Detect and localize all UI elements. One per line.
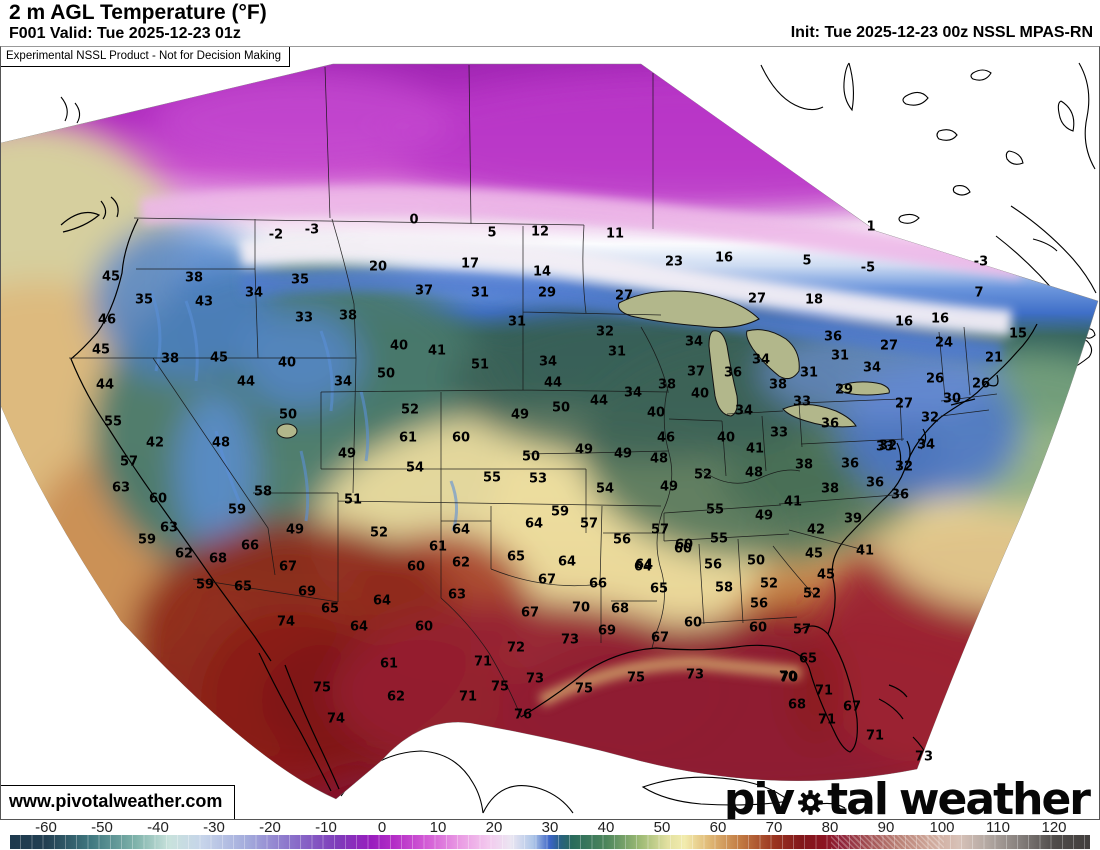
mountain-streaks bbox=[149, 290, 458, 532]
colorbar-tick: 10 bbox=[429, 819, 447, 836]
colorbar-tick: 60 bbox=[709, 819, 727, 836]
colorbar-tick: 50 bbox=[653, 819, 671, 836]
colorbar-tick: -50 bbox=[91, 819, 113, 836]
map-art bbox=[1, 62, 1099, 814]
colorbar-tick: 110 bbox=[986, 819, 1010, 836]
colorbar-tick: 120 bbox=[1041, 819, 1067, 836]
colorbar-tick: 80 bbox=[821, 819, 839, 836]
state-borders bbox=[69, 64, 998, 718]
map-canvas: -2 -3 0 5 12 11 1 23 16 5 -5 -3 7 27 18 16 16 45 35 46 45 38 4… bbox=[0, 46, 1100, 820]
colorbar-tick: -10 bbox=[315, 819, 337, 836]
gear-icon bbox=[798, 790, 823, 815]
logo-part2: tal bbox=[827, 774, 889, 820]
colorbar-tick: 100 bbox=[929, 819, 955, 836]
coastlines bbox=[60, 196, 1038, 792]
init-time-label: Init: Tue 2025-12-23 00z NSSL MPAS-RN bbox=[790, 24, 1093, 41]
colorbar-gradient bbox=[10, 835, 1090, 849]
colorbar-tick: 30 bbox=[541, 819, 559, 836]
valid-time-label: F001 Valid: Tue 2025-12-23 01z bbox=[9, 25, 241, 42]
colorbar-tick: 20 bbox=[485, 819, 503, 836]
logo-part1: piv bbox=[723, 774, 795, 820]
colorbar-tick: 70 bbox=[765, 819, 783, 836]
logo-part3: weather bbox=[898, 774, 1091, 820]
colorbar-tick: 90 bbox=[877, 819, 895, 836]
page-title: 2 m AGL Temperature (°F) bbox=[9, 1, 267, 24]
colorbar-tick: -20 bbox=[259, 819, 281, 836]
colorbar-tick: 40 bbox=[597, 819, 615, 836]
colorbar: -60 -50 -40 -30 -20 -10 0 10 20 30 40 50 60 70 80 90 100… bbox=[0, 819, 1100, 850]
colorbar-tick: -40 bbox=[147, 819, 169, 836]
colorbar-tick: -60 bbox=[35, 819, 57, 836]
experimental-badge: Experimental NSSL Product - Not for Deci… bbox=[1, 47, 291, 67]
colorbar-tick: 0 bbox=[377, 819, 387, 836]
header: 2 m AGL Temperature (°F) F001 Valid: Tue… bbox=[0, 0, 1100, 46]
watermark: www.pivotalweather.com bbox=[1, 785, 236, 819]
pivotal-weather-logo: piv tal bbox=[723, 774, 1091, 820]
great-lakes bbox=[276, 290, 890, 439]
colorbar-tick: -30 bbox=[203, 819, 225, 836]
